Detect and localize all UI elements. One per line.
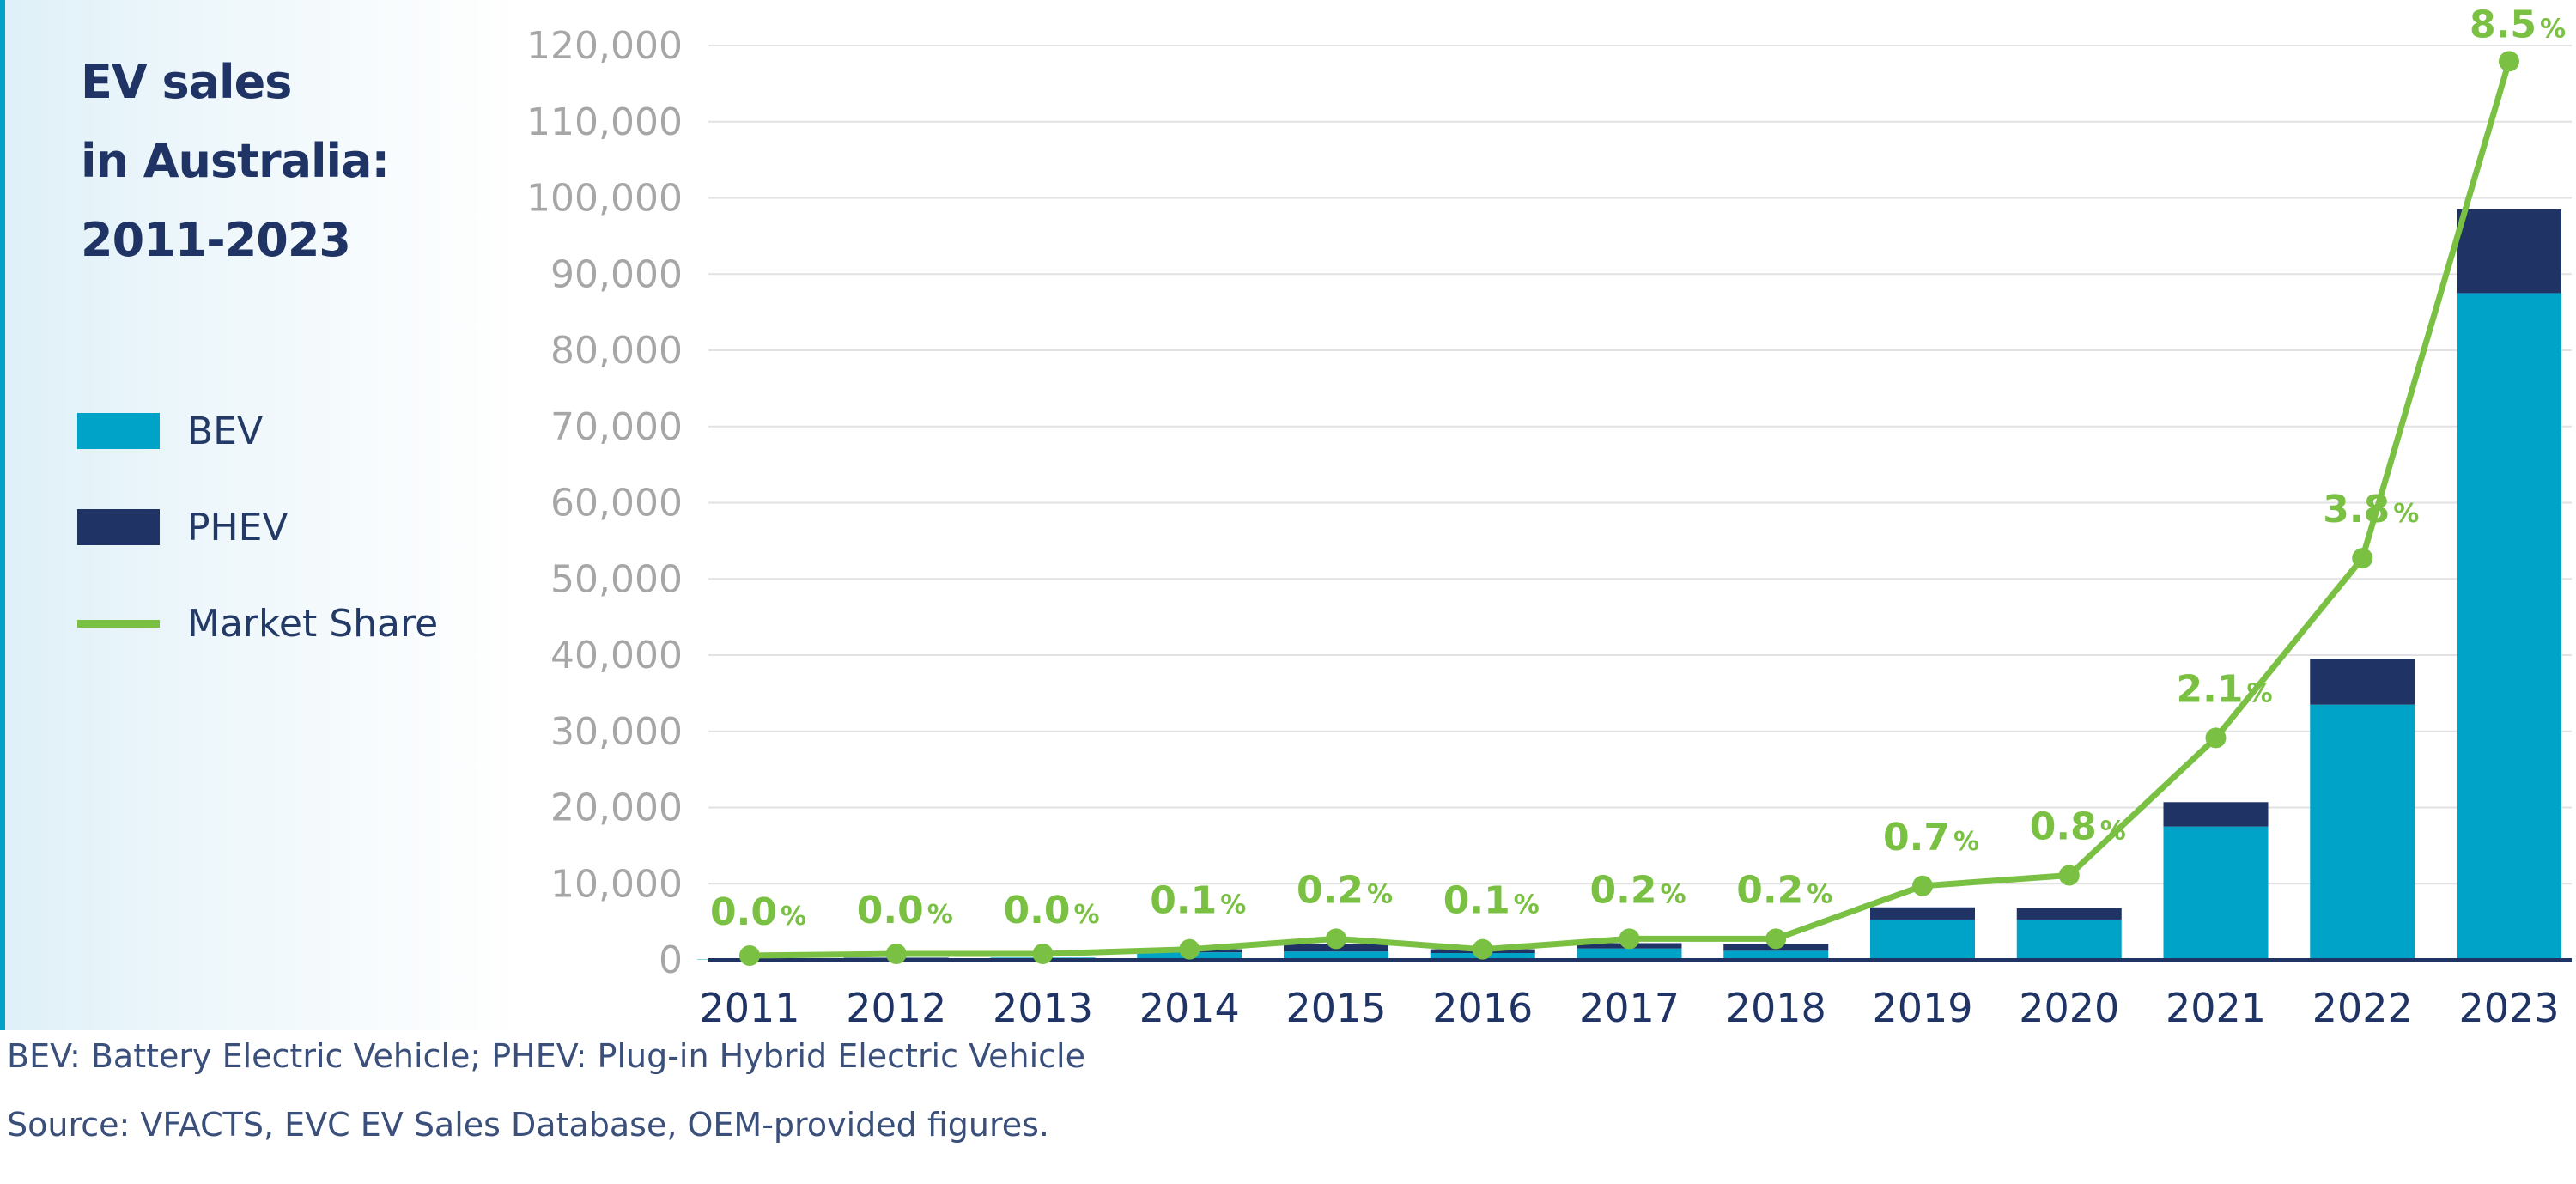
bar-bev xyxy=(2163,826,2269,960)
bar-bev xyxy=(2310,704,2415,960)
legend-label-bev: BEV xyxy=(187,409,264,453)
market-share-point xyxy=(885,944,907,964)
market-share-value-label: 0.1% xyxy=(1443,879,1540,923)
y-tick-label: 70,000 xyxy=(550,405,683,449)
bev-swatch xyxy=(77,413,160,449)
market-share-value-label: 0.0% xyxy=(857,889,953,932)
y-axis-ticks: 0 10,000 20,000 30,000 40,000 50,000 60,000 70,… xyxy=(526,24,683,982)
y-tick-label: 80,000 xyxy=(550,329,683,373)
market-share-value-label: 0.0% xyxy=(1003,889,1099,932)
y-tick-label: 20,000 xyxy=(550,786,683,830)
bar-phev xyxy=(2457,209,2561,294)
abbreviation-footnote: BEV: Battery Electric Vehicle; PHEV: Plu… xyxy=(7,1037,1085,1075)
legend-item-bev: BEV xyxy=(77,405,263,457)
y-tick-label: 90,000 xyxy=(550,252,683,296)
bar-bev xyxy=(2457,293,2561,960)
x-tick-label: 2020 xyxy=(2019,985,2119,1031)
x-tick-label: 2012 xyxy=(846,985,946,1031)
x-tick-label: 2017 xyxy=(1579,985,1680,1031)
x-tick-label: 2013 xyxy=(993,985,1093,1031)
market-share-point xyxy=(739,945,760,966)
chart-title: EV sales in Australia: 2011-2023 xyxy=(81,43,390,280)
bar-bev xyxy=(1870,919,1975,960)
gridlines xyxy=(708,45,2572,885)
title-line-2: in Australia: xyxy=(81,134,390,188)
market-share-point xyxy=(1179,938,1200,960)
bar-phev xyxy=(2310,659,2415,705)
y-tick-label: 40,000 xyxy=(550,634,683,677)
legend-label-phev: PHEV xyxy=(187,505,289,549)
market-share-value-label: 0.2% xyxy=(1297,868,1393,912)
x-tick-label: 2019 xyxy=(1872,985,1972,1031)
y-tick-label: 100,000 xyxy=(526,177,683,221)
y-tick-label: 0 xyxy=(659,938,683,982)
bar-phev xyxy=(2016,908,2122,920)
x-tick-label: 2011 xyxy=(699,985,799,1031)
market-share-line-swatch xyxy=(77,619,160,628)
y-tick-label: 50,000 xyxy=(550,557,683,601)
legend-item-market-share: Market Share xyxy=(77,598,438,649)
bar-bev xyxy=(1284,951,1388,960)
market-share-point xyxy=(2499,51,2519,72)
chart-plot: 0 10,000 20,000 30,000 40,000 50,000 60,000 70,… xyxy=(526,3,2572,1031)
market-share-value-label: 0.8% xyxy=(2030,805,2126,848)
market-share-value-label: 0.2% xyxy=(1736,868,1832,912)
bar-bev xyxy=(1577,948,1682,960)
market-share-value-label: 2.1% xyxy=(2176,667,2272,711)
x-tick-label: 2018 xyxy=(1726,985,1826,1031)
x-axis-ticks: 2011 2012 2013 2014 2015 2016 2017 2018 2019 2020… xyxy=(699,985,2559,1031)
bar-bev xyxy=(2016,919,2122,960)
legend-panel: EV sales in Australia: 2011-2023 BEV PHE… xyxy=(0,0,520,1030)
market-share-value-label: 0.0% xyxy=(710,890,806,934)
x-tick-label: 2023 xyxy=(2458,985,2559,1031)
market-share-point xyxy=(1032,944,1054,964)
market-share-series xyxy=(739,51,2519,966)
market-share-point xyxy=(2352,548,2373,569)
x-tick-label: 2015 xyxy=(1285,985,1386,1031)
legend-label-market-share: Market Share xyxy=(187,601,439,646)
market-share-labels: 0.0% 0.0% 0.0% 0.1% 0.2% 0.1% 0.2% 0.2 % 0.7% 0.8%… xyxy=(710,3,2566,934)
market-share-point xyxy=(1619,928,1640,950)
bar-phev xyxy=(1870,907,1975,920)
market-share-point xyxy=(1326,928,1346,950)
y-tick-label: 110,000 xyxy=(526,100,683,144)
x-tick-label: 2014 xyxy=(1139,985,1240,1031)
bars xyxy=(697,209,2561,960)
market-share-point xyxy=(1765,928,1787,950)
phev-swatch xyxy=(77,509,160,545)
x-tick-label: 2016 xyxy=(1432,985,1533,1031)
legend-item-phev: PHEV xyxy=(77,501,289,553)
x-tick-label: 2021 xyxy=(2166,985,2266,1031)
bar-phev xyxy=(2163,802,2269,827)
market-share-point xyxy=(2058,865,2080,886)
market-share-value-label: 0.2% xyxy=(1589,868,1686,912)
title-line-3: 2011-2023 xyxy=(81,213,351,267)
y-tick-label: 30,000 xyxy=(550,710,683,754)
market-share-value-label: 0.1% xyxy=(1150,879,1246,923)
market-share-point xyxy=(1912,875,1933,896)
x-tick-label: 2022 xyxy=(2312,985,2413,1031)
bar-bev xyxy=(1723,950,1829,960)
y-tick-label: 60,000 xyxy=(550,482,683,525)
y-tick-label: 120,000 xyxy=(526,24,683,68)
market-share-point xyxy=(2205,727,2227,749)
source-footnote: Source: VFACTS, EVC EV Sales Database, O… xyxy=(7,1106,1050,1144)
market-share-point xyxy=(1472,938,1493,960)
title-line-1: EV sales xyxy=(81,55,292,109)
market-share-value-label: 3.8% xyxy=(2323,488,2419,531)
market-share-value-label: 8.5% xyxy=(2470,3,2566,46)
y-tick-label: 10,000 xyxy=(550,862,683,906)
market-share-value-label: 0.7% xyxy=(1883,816,1979,859)
